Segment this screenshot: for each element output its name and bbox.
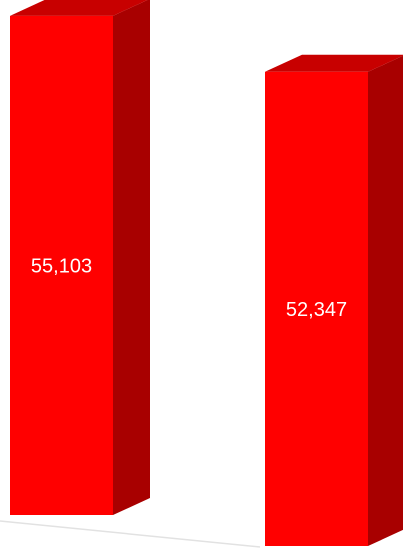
bar-side-face (113, 0, 150, 515)
bar-value-label: 52,347 (286, 299, 347, 321)
bar-front-face (10, 15, 113, 515)
bar-1: 55,103 (10, 0, 150, 515)
bar-2: 52,347 (265, 54, 403, 547)
bar-top-face (265, 54, 403, 72)
chart-floor-line (0, 520, 261, 548)
bar-value-label: 55,103 (31, 255, 92, 277)
bar-side-face (368, 55, 403, 546)
bar-top-face (10, 0, 148, 16)
bar-front-face (265, 71, 368, 547)
